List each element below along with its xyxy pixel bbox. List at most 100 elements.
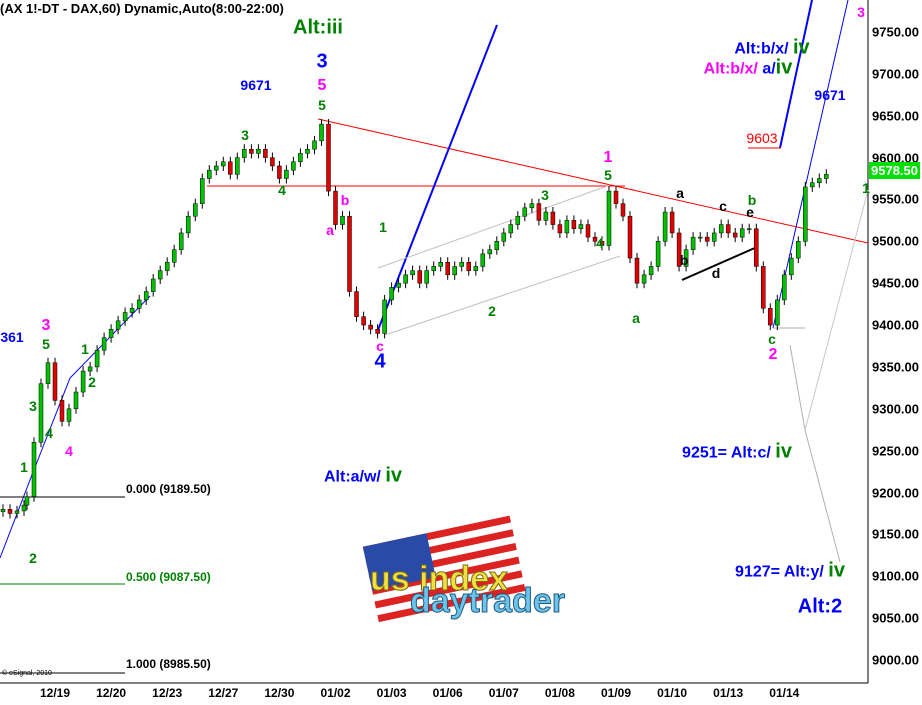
candle [522, 207, 528, 217]
candle [80, 370, 86, 393]
channel-lower [384, 255, 621, 336]
candle [620, 203, 626, 217]
wave-label: Alt:b/x/ iv [734, 37, 809, 60]
candle [704, 236, 710, 242]
candle [45, 362, 51, 384]
wave-label-part: a [676, 185, 684, 201]
candle [592, 236, 598, 242]
date-tick: 01/08 [544, 686, 575, 700]
wave-label-part: 3 [41, 317, 51, 334]
candle [382, 299, 387, 334]
price-tick: 9000.00 [872, 652, 919, 668]
candle [746, 228, 752, 231]
candle [368, 324, 373, 330]
candle [31, 442, 37, 497]
wave-label: 3 [241, 127, 249, 143]
wave-label-part: iv [828, 559, 845, 582]
date-tick: 12/27 [208, 686, 239, 700]
candle [207, 169, 212, 179]
wave-label-part: 9127= Alt:y/ [735, 563, 829, 581]
wave-label: 9603 [746, 130, 777, 146]
candle [73, 391, 79, 410]
candle [24, 496, 30, 506]
date-tick: 01/09 [600, 686, 632, 700]
candle [725, 224, 731, 234]
candle [115, 320, 121, 330]
wave-label-part: 3 [541, 187, 549, 203]
wave-label: 361 [0, 329, 23, 345]
candle [824, 174, 829, 179]
wave-label: a [676, 185, 684, 201]
wave-label-part: 9251= Alt:c/ [682, 444, 776, 462]
wave-label-part: 1 [20, 459, 28, 475]
candle [66, 408, 72, 422]
candle [277, 165, 282, 179]
wave-label-part: Alt:b/x/ [703, 60, 763, 78]
candle [157, 270, 163, 280]
wave-label-part: 9671 [240, 77, 272, 93]
candle [38, 383, 44, 443]
wave-label-part: 9603 [746, 130, 778, 146]
candle [101, 337, 107, 351]
wave-label-part: b [340, 192, 350, 208]
candle [263, 148, 268, 158]
alt-path-gray-2 [804, 189, 869, 431]
wave-label: 3 [29, 398, 37, 414]
wave-label: b [680, 252, 689, 268]
candle [171, 249, 177, 263]
channel-upper [377, 184, 611, 269]
wave-label: 9671 [814, 87, 845, 103]
candle [550, 211, 556, 225]
wave-label-part: 5 [317, 77, 327, 94]
candle [52, 362, 58, 401]
candle [431, 266, 436, 271]
candle [249, 148, 254, 154]
candle [697, 236, 703, 239]
candle [683, 249, 689, 267]
trendlines [0, 0, 869, 684]
candle [445, 262, 450, 276]
candle [340, 215, 345, 225]
candle [361, 316, 366, 326]
wave-label-part: b [679, 252, 689, 268]
date-tick: 12/23 [152, 686, 183, 700]
candle [480, 253, 486, 267]
wave-label: 2 [29, 550, 37, 566]
wave-label-part: 4 [45, 425, 53, 441]
candle [739, 228, 745, 238]
wave-label: a [326, 222, 334, 238]
candle [648, 266, 654, 276]
wave-label: 3 [316, 51, 327, 74]
candle [473, 266, 479, 271]
date-tick: 01/10 [657, 686, 688, 700]
wave-label-part: e [746, 204, 754, 220]
wave-label-part: iv [775, 440, 792, 463]
wave-label: 3 [541, 187, 549, 203]
chart-title: (AX 1!-DT - DAX,60) Dynamic,Auto(8:00-22… [0, 1, 284, 16]
candle [789, 257, 794, 276]
price-tick: 9700.00 [872, 66, 919, 82]
candle [185, 215, 191, 234]
wave-label: 9251= Alt:c/ iv [682, 441, 792, 464]
candle [711, 232, 717, 242]
candle [768, 308, 773, 326]
price-tick: 9450.00 [872, 275, 919, 291]
candle [94, 349, 100, 368]
wave-label: 2 [488, 303, 496, 319]
date-tick: 01/13 [713, 686, 744, 700]
last-price-tag: 9578.50 [869, 162, 920, 179]
price-tick: 9350.00 [872, 359, 919, 375]
candle [585, 224, 591, 238]
wave-label: 1 [81, 341, 89, 357]
candle [417, 270, 422, 284]
candle [0, 509, 6, 513]
wave-label: c [719, 198, 727, 214]
candle [627, 215, 633, 259]
wave-label-part: 9671 [814, 87, 846, 103]
date-tick: 12/20 [96, 686, 127, 700]
wave-label-part: 3 [857, 4, 865, 20]
date-tick: 01/07 [488, 686, 519, 700]
candle [810, 182, 815, 188]
wave-label: 4 [596, 235, 604, 251]
